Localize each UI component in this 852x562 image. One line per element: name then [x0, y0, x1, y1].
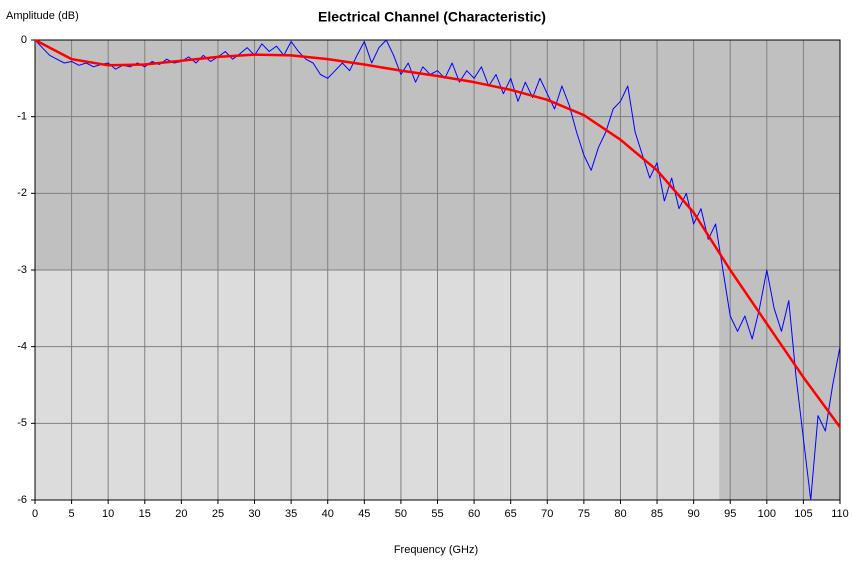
x-tick-label: 10: [102, 508, 114, 520]
y-tick-label: -1: [17, 111, 27, 123]
x-tick-label: 90: [688, 508, 700, 520]
x-tick-label: 0: [32, 508, 38, 520]
series-line: [34, 39, 841, 501]
x-tick-label: 65: [505, 508, 517, 520]
x-tick-label: 30: [248, 508, 260, 520]
x-tick-label: 25: [212, 508, 224, 520]
y-tick-label: -4: [17, 341, 27, 353]
x-axis-label: Frequency (GHz): [394, 544, 478, 556]
y-axis-label: Amplitude (dB): [6, 10, 79, 22]
x-tick-label: 55: [431, 508, 443, 520]
chart-title: Electrical Channel (Characteristic): [318, 9, 546, 25]
series-line: [34, 38, 842, 428]
x-tick-label: 70: [541, 508, 553, 520]
y-tick-label: -5: [17, 417, 27, 429]
x-tick-label: 105: [794, 508, 812, 520]
x-tick-label: 15: [139, 508, 151, 520]
x-tick-label: 85: [651, 508, 663, 520]
x-tick-label: 40: [322, 508, 334, 520]
highlight-region: [35, 270, 720, 500]
y-tick-label: 0: [21, 34, 27, 46]
y-tick-label: -2: [17, 187, 27, 199]
x-tick-label: 35: [285, 508, 297, 520]
x-tick-label: 95: [724, 508, 736, 520]
x-tick-label: 50: [395, 508, 407, 520]
x-tick-label: 20: [175, 508, 187, 520]
x-tick-label: 75: [578, 508, 590, 520]
y-tick-label: -3: [17, 264, 27, 276]
x-tick-label: 45: [358, 508, 370, 520]
x-tick-label: 60: [468, 508, 480, 520]
x-tick-label: 110: [831, 508, 849, 520]
x-tick-label: 5: [69, 508, 75, 520]
plot-border: [34, 39, 841, 501]
x-tick-label: 100: [758, 508, 776, 520]
x-tick-label: 80: [614, 508, 626, 520]
y-tick-label: -6: [17, 494, 27, 506]
